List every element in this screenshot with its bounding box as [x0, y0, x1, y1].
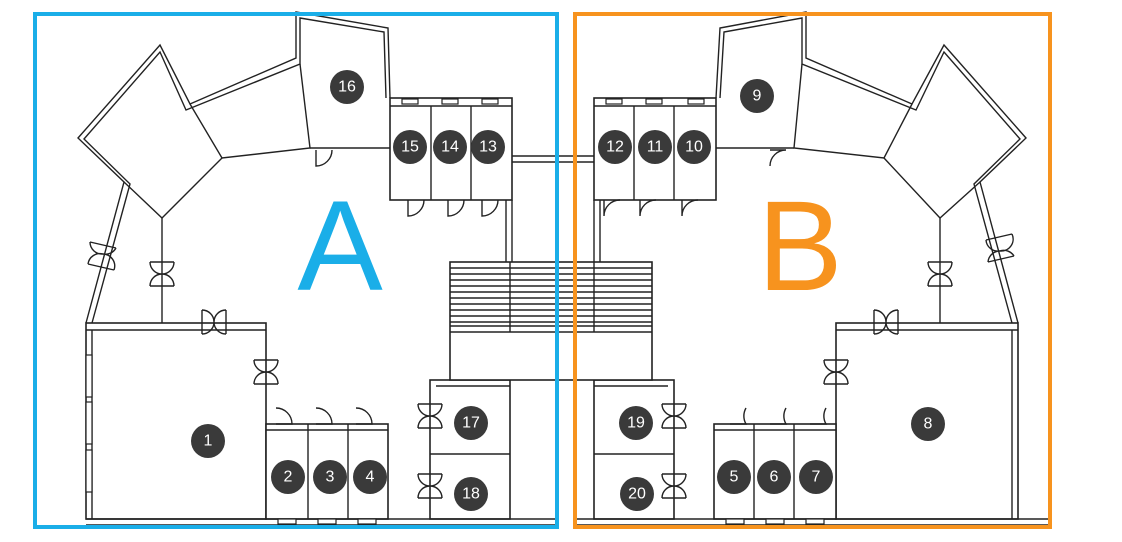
room-2-number: 2	[284, 469, 293, 486]
window-icon	[317, 518, 337, 525]
room-13-number: 13	[479, 139, 497, 156]
double-door-icon	[927, 261, 953, 287]
room-4-badge[interactable]: 4	[353, 460, 387, 494]
window-icon	[85, 354, 93, 398]
double-door-icon	[417, 403, 443, 429]
room-3-badge[interactable]: 3	[313, 460, 347, 494]
zone-b-outline	[573, 12, 1052, 529]
room-8-number: 8	[924, 416, 933, 433]
window-icon	[605, 98, 623, 105]
double-door-icon	[201, 309, 227, 335]
door-swing-icon	[447, 199, 465, 217]
room-15-badge[interactable]: 15	[393, 130, 427, 164]
room-1-number: 1	[204, 433, 213, 450]
room-7-number: 7	[812, 469, 821, 486]
zone-a-label: A	[297, 175, 383, 318]
door-swing-icon	[355, 407, 373, 425]
room-17-number: 17	[462, 415, 480, 432]
window-icon	[481, 98, 499, 105]
room-14-number: 14	[441, 139, 459, 156]
window-icon	[687, 98, 705, 105]
room-2-badge[interactable]: 2	[271, 460, 305, 494]
window-icon	[401, 98, 419, 105]
door-swing-icon	[275, 407, 293, 425]
zone-b-label: B	[757, 175, 842, 318]
window-icon	[85, 449, 93, 493]
room-4-number: 4	[366, 469, 375, 486]
room-6-number: 6	[770, 469, 779, 486]
room-11-badge[interactable]: 11	[638, 130, 672, 164]
double-door-icon	[661, 403, 687, 429]
room-badges: 1 2 3 4 5 6 7 8 9 10 11 12 13 14 15 16 1…	[191, 70, 945, 511]
door-swing-icon	[810, 407, 828, 425]
door-swing-icon	[315, 407, 333, 425]
room-18-badge[interactable]: 18	[454, 477, 488, 511]
room-15-number: 15	[401, 139, 419, 156]
double-door-icon	[87, 241, 117, 271]
room-8-badge[interactable]: 8	[911, 407, 945, 441]
window-icon	[85, 401, 93, 445]
door-swing-icon	[770, 407, 788, 425]
double-door-icon	[985, 233, 1015, 263]
doors	[275, 149, 828, 425]
window-icon	[725, 518, 745, 525]
windows	[85, 98, 825, 525]
room-12-badge[interactable]: 12	[598, 130, 632, 164]
door-swing-icon	[730, 407, 748, 425]
staircase	[449, 261, 653, 381]
zone-a-outline	[33, 12, 559, 529]
room-19-number: 19	[627, 415, 645, 432]
room-16-number: 16	[338, 79, 356, 96]
window-icon	[277, 518, 297, 525]
room-5-badge[interactable]: 5	[717, 460, 751, 494]
double-door-icon	[873, 309, 899, 335]
door-swing-icon	[407, 199, 425, 217]
room-16-badge[interactable]: 16	[330, 70, 364, 104]
room-17-badge[interactable]: 17	[454, 406, 488, 440]
room-3-number: 3	[326, 469, 335, 486]
room-1-badge[interactable]: 1	[191, 424, 225, 458]
door-swing-icon	[603, 199, 621, 217]
door-swing-icon	[681, 199, 699, 217]
double-door-icon	[149, 261, 175, 287]
room-9-badge[interactable]: 9	[740, 79, 774, 113]
window-icon	[805, 518, 825, 525]
double-door-icon	[661, 473, 687, 499]
window-icon	[357, 518, 377, 525]
room-14-badge[interactable]: 14	[433, 130, 467, 164]
room-11-number: 11	[647, 139, 664, 156]
room-9-number: 9	[753, 88, 762, 105]
door-swing-icon	[481, 199, 499, 217]
room-20-number: 20	[628, 486, 646, 503]
window-icon	[645, 98, 663, 105]
door-swing-icon	[315, 149, 333, 167]
door-swing-icon	[639, 199, 657, 217]
window-icon	[765, 518, 785, 525]
room-12-number: 12	[606, 139, 624, 156]
room-7-badge[interactable]: 7	[799, 460, 833, 494]
room-20-badge[interactable]: 20	[620, 477, 654, 511]
double-door-icon	[253, 359, 279, 385]
room-13-badge[interactable]: 13	[471, 130, 505, 164]
double-door-icon	[417, 473, 443, 499]
room-6-badge[interactable]: 6	[757, 460, 791, 494]
room-18-number: 18	[462, 486, 480, 503]
room-19-badge[interactable]: 19	[619, 406, 653, 440]
double-door-icon	[823, 359, 849, 385]
room-5-number: 5	[730, 469, 739, 486]
room-10-badge[interactable]: 10	[677, 130, 711, 164]
window-icon	[441, 98, 459, 105]
door-swing-icon	[769, 149, 787, 167]
room-10-number: 10	[685, 139, 703, 156]
double-doors	[87, 233, 1015, 499]
